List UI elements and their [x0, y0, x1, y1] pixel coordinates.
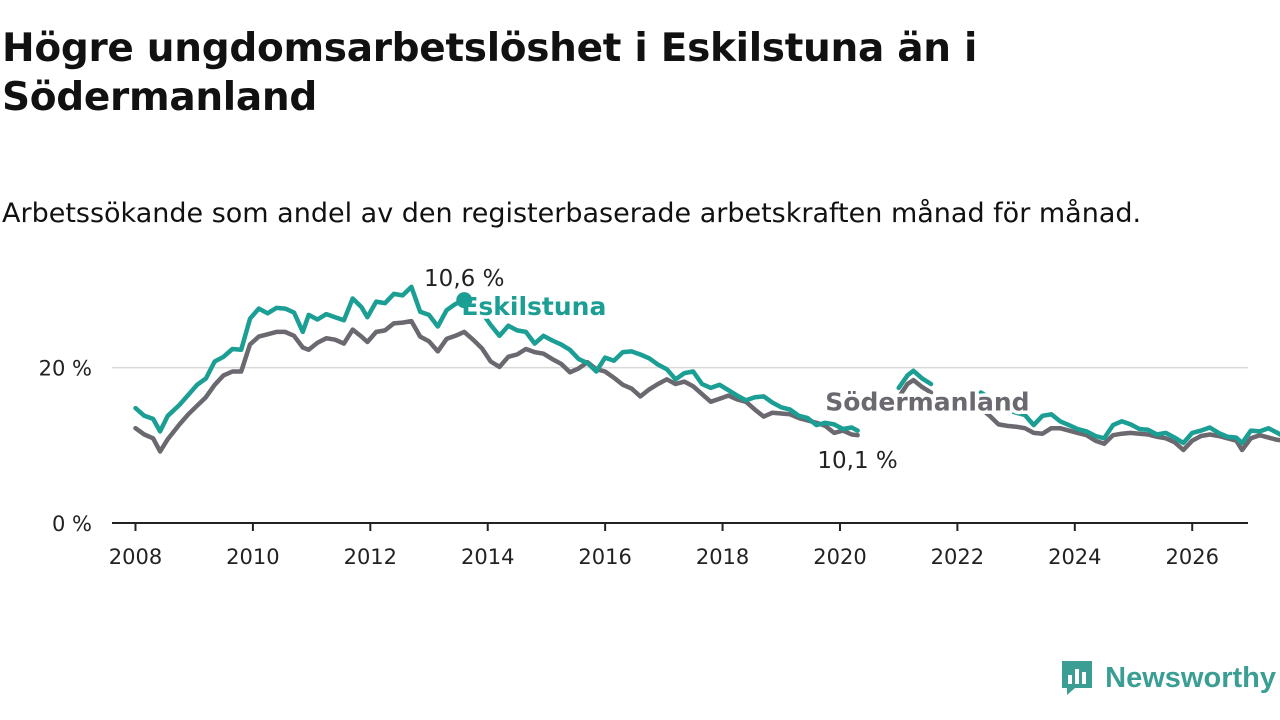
- x-tick-label: 2024: [1048, 545, 1101, 569]
- end-point-marker: [456, 292, 473, 309]
- y-tick-label: 20 %: [39, 357, 92, 381]
- series-line-sodermanland: [978, 406, 1280, 453]
- brand-logo: Newsworthy: [1059, 658, 1276, 698]
- labels: Eskilstuna Södermanland 10,6 % 10,1 %: [421, 263, 1033, 477]
- x-tick-label: 2010: [226, 545, 279, 569]
- x-tick-label: 2020: [813, 545, 866, 569]
- x-tick-label: 2026: [1166, 545, 1219, 569]
- x-tick-label: 2022: [931, 545, 984, 569]
- series-lines: [133, 284, 1280, 454]
- series-line-eskilstuna: [896, 368, 934, 391]
- y-tick-label: 0 %: [52, 512, 92, 536]
- brand-name: Newsworthy: [1105, 661, 1276, 694]
- series-line-eskilstuna: [978, 390, 1280, 446]
- x-tick-label: 2008: [109, 545, 162, 569]
- series-line-sodermanland: [896, 377, 934, 400]
- x-axis: 0 % 20 % 2008 2010 2012 2014 2016 2018 2020 2022 2…: [39, 357, 1248, 569]
- x-tick-label: 2014: [461, 545, 514, 569]
- series-annotation-eskilstuna: Eskilstuna: [461, 292, 606, 321]
- x-tick-label: 2012: [344, 545, 397, 569]
- chart-title: Högre ungdomsarbetslöshet i Eskilstuna ä…: [2, 26, 978, 120]
- x-tick-label: 2018: [696, 545, 749, 569]
- series-line-sodermanland: [133, 318, 860, 454]
- x-tick-label: 2016: [578, 545, 631, 569]
- series-annotation-sodermanland: Södermanland: [825, 387, 1029, 416]
- series-line-eskilstuna: [461, 297, 860, 433]
- series-line-eskilstuna: [133, 284, 467, 434]
- chart-subtitle: Arbetssökande som andel av den registerb…: [2, 198, 1142, 229]
- bar-chart-icon: [1062, 661, 1093, 695]
- end-value-label-eskilstuna: 10,6 %: [424, 266, 504, 292]
- end-value-label-sodermanland: 10,1 %: [817, 448, 897, 474]
